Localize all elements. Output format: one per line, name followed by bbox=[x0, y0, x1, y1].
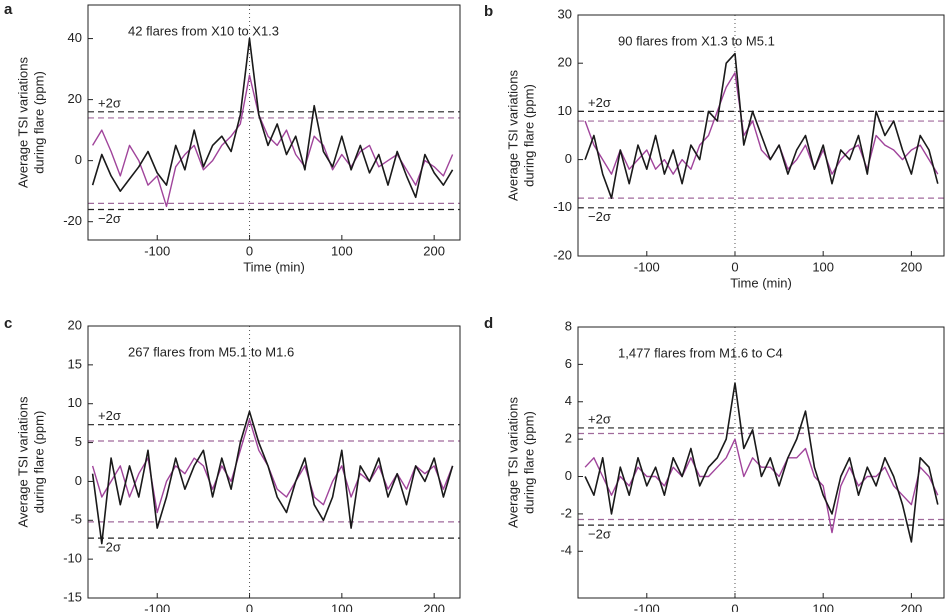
y-tick-label: -20 bbox=[63, 213, 82, 228]
y-tick-label: 0 bbox=[75, 473, 82, 488]
x-tick-label: -100 bbox=[634, 601, 660, 612]
y-axis-label: Average TSI variations bbox=[505, 396, 520, 528]
x-tick-label: 200 bbox=[423, 601, 445, 612]
panel-title: 42 flares from X10 to X1.3 bbox=[128, 23, 279, 38]
panel-title: 267 flares from M5.1 to M1.6 bbox=[128, 344, 294, 359]
panel-label: b bbox=[484, 3, 493, 20]
sigma-label: −2σ bbox=[588, 527, 611, 542]
y-tick-label: 30 bbox=[558, 6, 572, 21]
panel-title: 1,477 flares from M1.6 to C4 bbox=[618, 345, 783, 360]
x-tick-label: -100 bbox=[144, 601, 170, 612]
x-tick-label: 100 bbox=[812, 259, 834, 274]
panel-label: c bbox=[4, 315, 12, 332]
panel-label: d bbox=[484, 315, 493, 332]
x-tick-label: 0 bbox=[731, 601, 738, 612]
series-line bbox=[584, 52, 939, 199]
x-tick-label: 100 bbox=[331, 243, 353, 258]
plot-frame bbox=[87, 4, 461, 241]
x-tick-label: 0 bbox=[246, 601, 253, 612]
y-tick-label: -2 bbox=[560, 505, 572, 520]
y-tick-label: -15 bbox=[63, 589, 82, 604]
x-tick-label: 0 bbox=[731, 259, 738, 274]
y-tick-label: 0 bbox=[75, 152, 82, 167]
sigma-label: −2σ bbox=[98, 211, 121, 226]
y-tick-label: 4 bbox=[565, 393, 572, 408]
plot-frame bbox=[87, 325, 461, 599]
y-tick-label: 5 bbox=[75, 434, 82, 449]
y-tick-label: -20 bbox=[553, 247, 572, 262]
y-tick-label: 0 bbox=[565, 468, 572, 483]
y-tick-label: 10 bbox=[558, 103, 572, 118]
sigma-label: +2σ bbox=[98, 95, 121, 110]
series-line bbox=[584, 438, 939, 534]
y-tick-label: 20 bbox=[68, 317, 82, 332]
series-line bbox=[91, 410, 454, 545]
x-tick-label: -100 bbox=[144, 243, 170, 258]
y-axis-label: Average TSI variations bbox=[505, 69, 520, 201]
y-axis-label: Average TSI variations bbox=[15, 56, 30, 188]
panel-label: a bbox=[4, 1, 13, 18]
sigma-label: +2σ bbox=[98, 408, 121, 423]
series-line bbox=[91, 418, 454, 514]
x-axis-label: Time (min) bbox=[730, 275, 792, 290]
sigma-label: +2σ bbox=[588, 411, 611, 426]
y-tick-label: 20 bbox=[68, 91, 82, 106]
series-line bbox=[584, 72, 939, 175]
series-line bbox=[584, 382, 939, 543]
y-axis-label: during flare (ppm) bbox=[521, 84, 536, 187]
x-axis-label: Time (min) bbox=[243, 259, 305, 274]
x-tick-label: -100 bbox=[634, 259, 660, 274]
series-line bbox=[92, 74, 454, 208]
y-tick-label: 2 bbox=[565, 431, 572, 446]
plot-frame bbox=[577, 14, 945, 257]
x-tick-label: 200 bbox=[901, 259, 923, 274]
y-axis-label: during flare (ppm) bbox=[31, 411, 46, 514]
y-axis-label: Average TSI variations bbox=[15, 396, 30, 528]
y-tick-label: 40 bbox=[68, 30, 82, 45]
sigma-label: −2σ bbox=[98, 540, 121, 555]
panel-title: 90 flares from X1.3 to M5.1 bbox=[618, 33, 775, 48]
y-axis-label: during flare (ppm) bbox=[31, 71, 46, 174]
series-line bbox=[91, 37, 454, 199]
y-tick-label: -5 bbox=[70, 512, 82, 527]
x-tick-label: 0 bbox=[246, 243, 253, 258]
sigma-label: −2σ bbox=[588, 209, 611, 224]
x-tick-label: 200 bbox=[423, 243, 445, 258]
y-tick-label: 6 bbox=[565, 356, 572, 371]
y-tick-label: -10 bbox=[553, 199, 572, 214]
plot-frame bbox=[577, 326, 945, 599]
x-tick-label: 100 bbox=[812, 601, 834, 612]
sigma-label: +2σ bbox=[588, 95, 611, 110]
y-axis-label: during flare (ppm) bbox=[521, 411, 536, 514]
y-tick-label: -4 bbox=[560, 543, 572, 558]
y-tick-label: 20 bbox=[558, 55, 572, 70]
y-tick-label: 8 bbox=[565, 318, 572, 333]
x-tick-label: 100 bbox=[331, 601, 353, 612]
y-tick-label: -10 bbox=[63, 551, 82, 566]
x-tick-label: 200 bbox=[901, 601, 923, 612]
y-tick-label: 10 bbox=[68, 395, 82, 410]
y-tick-label: 0 bbox=[565, 151, 572, 166]
y-tick-label: 15 bbox=[68, 356, 82, 371]
